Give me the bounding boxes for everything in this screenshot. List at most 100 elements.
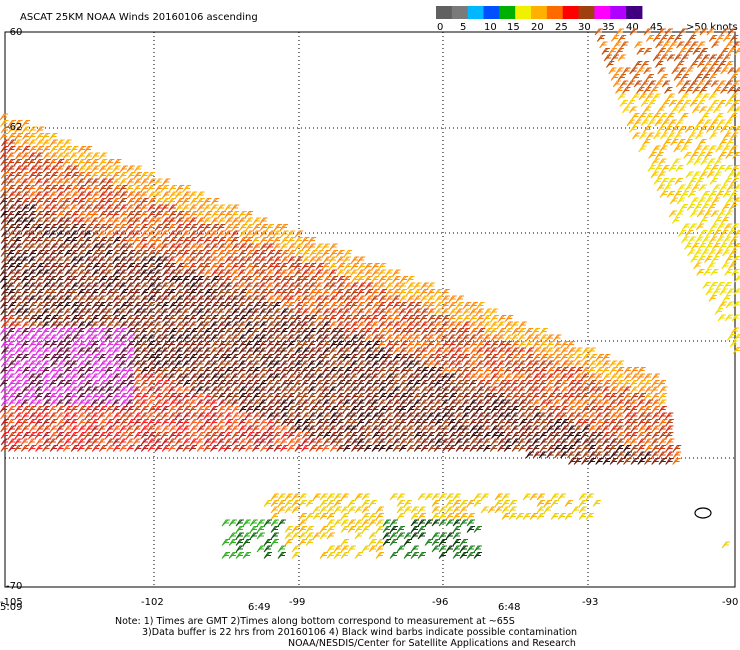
wind-barb <box>517 334 527 342</box>
wind-barb <box>291 500 300 507</box>
wind-barb <box>21 393 31 400</box>
wind-barb <box>188 191 198 199</box>
wind-barb <box>357 354 366 361</box>
wind-barb <box>231 276 240 283</box>
wind-barb <box>406 276 415 283</box>
wind-barb <box>70 256 79 264</box>
wind-barb <box>252 289 261 296</box>
wind-barb <box>420 334 430 342</box>
wind-barb <box>63 295 72 303</box>
wind-barb <box>266 302 276 309</box>
wind-barb <box>147 445 156 452</box>
wind-barb <box>626 119 635 127</box>
wind-barb <box>413 445 423 452</box>
wind-barb <box>553 354 562 361</box>
wind-barb <box>224 412 233 420</box>
wind-barb <box>658 412 668 420</box>
wind-barb <box>287 399 296 407</box>
wind-barb <box>731 80 740 88</box>
wind-barb <box>259 263 269 270</box>
wind-barb <box>301 399 310 407</box>
wind-barb <box>723 178 732 185</box>
wind-barb <box>266 425 275 433</box>
wind-barb <box>712 288 721 296</box>
wind-barb <box>34 341 44 348</box>
wind-barb <box>609 360 618 368</box>
wind-barb <box>328 256 338 264</box>
wind-barb <box>434 432 444 439</box>
wind-barb <box>6 159 16 166</box>
wind-barb <box>727 48 736 55</box>
wind-barb <box>189 243 198 251</box>
wind-barb <box>216 263 226 270</box>
wind-barb <box>231 302 240 309</box>
wind-barb <box>167 289 177 296</box>
wind-barb <box>112 425 121 433</box>
wind-barb <box>210 204 219 212</box>
wind-barb <box>97 425 107 433</box>
wind-barb <box>238 295 247 303</box>
wind-barb <box>539 373 548 381</box>
wind-barb <box>676 61 685 68</box>
wind-barb <box>70 165 79 173</box>
wind-barb <box>356 445 366 452</box>
wind-barb <box>664 48 673 55</box>
wind-barb <box>539 341 548 348</box>
wind-barb <box>623 432 632 439</box>
wind-barb <box>557 493 566 501</box>
wind-barb <box>726 184 735 192</box>
wind-barb <box>126 412 135 420</box>
wind-barb <box>21 295 31 303</box>
wind-barb <box>710 269 719 276</box>
wind-barb <box>469 321 478 329</box>
wind-barb <box>224 393 234 400</box>
wind-barb <box>221 552 230 559</box>
wind-barb <box>14 438 23 446</box>
wind-barb <box>617 93 626 101</box>
wind-barb <box>357 295 366 303</box>
wind-barb <box>371 354 380 361</box>
wind-barb <box>21 139 30 147</box>
wind-barb <box>105 419 115 426</box>
wind-barb <box>77 185 87 192</box>
wind-barb <box>49 250 58 257</box>
wind-barb <box>378 432 387 439</box>
wind-barb <box>21 360 31 368</box>
time-label: 6:49 <box>248 602 270 613</box>
wind-barb <box>105 380 114 387</box>
wind-barb <box>629 126 638 133</box>
wind-barb <box>574 386 584 394</box>
wind-barb <box>273 224 283 231</box>
wind-barb <box>449 386 458 394</box>
wind-barb <box>553 360 562 368</box>
wind-barb <box>301 328 310 335</box>
wind-barb <box>14 256 23 264</box>
legend-label: 40 <box>626 22 639 33</box>
wind-barb <box>62 354 72 361</box>
wind-barb <box>0 204 9 212</box>
wind-barb <box>175 256 185 264</box>
wind-barb <box>412 334 422 342</box>
wind-barb <box>659 113 668 120</box>
wind-barb <box>140 276 150 283</box>
wind-barb <box>99 360 108 368</box>
wind-barb <box>209 412 219 420</box>
wind-barb <box>696 80 706 88</box>
wind-barb <box>375 539 384 546</box>
wind-barb <box>462 406 472 413</box>
wind-barb <box>287 243 297 251</box>
wind-barb <box>343 360 352 368</box>
wind-barb <box>364 432 373 439</box>
wind-barb <box>490 334 500 342</box>
wind-barb <box>288 328 297 335</box>
wind-barb <box>280 230 289 238</box>
wind-barb <box>231 256 240 264</box>
wind-barb <box>501 513 510 520</box>
wind-barb <box>223 276 233 283</box>
wind-barb <box>7 399 17 407</box>
wind-barb <box>6 152 16 160</box>
wind-barb <box>335 289 344 296</box>
wind-barb <box>161 438 171 446</box>
wind-barb <box>41 367 51 374</box>
wind-barb <box>539 386 548 394</box>
